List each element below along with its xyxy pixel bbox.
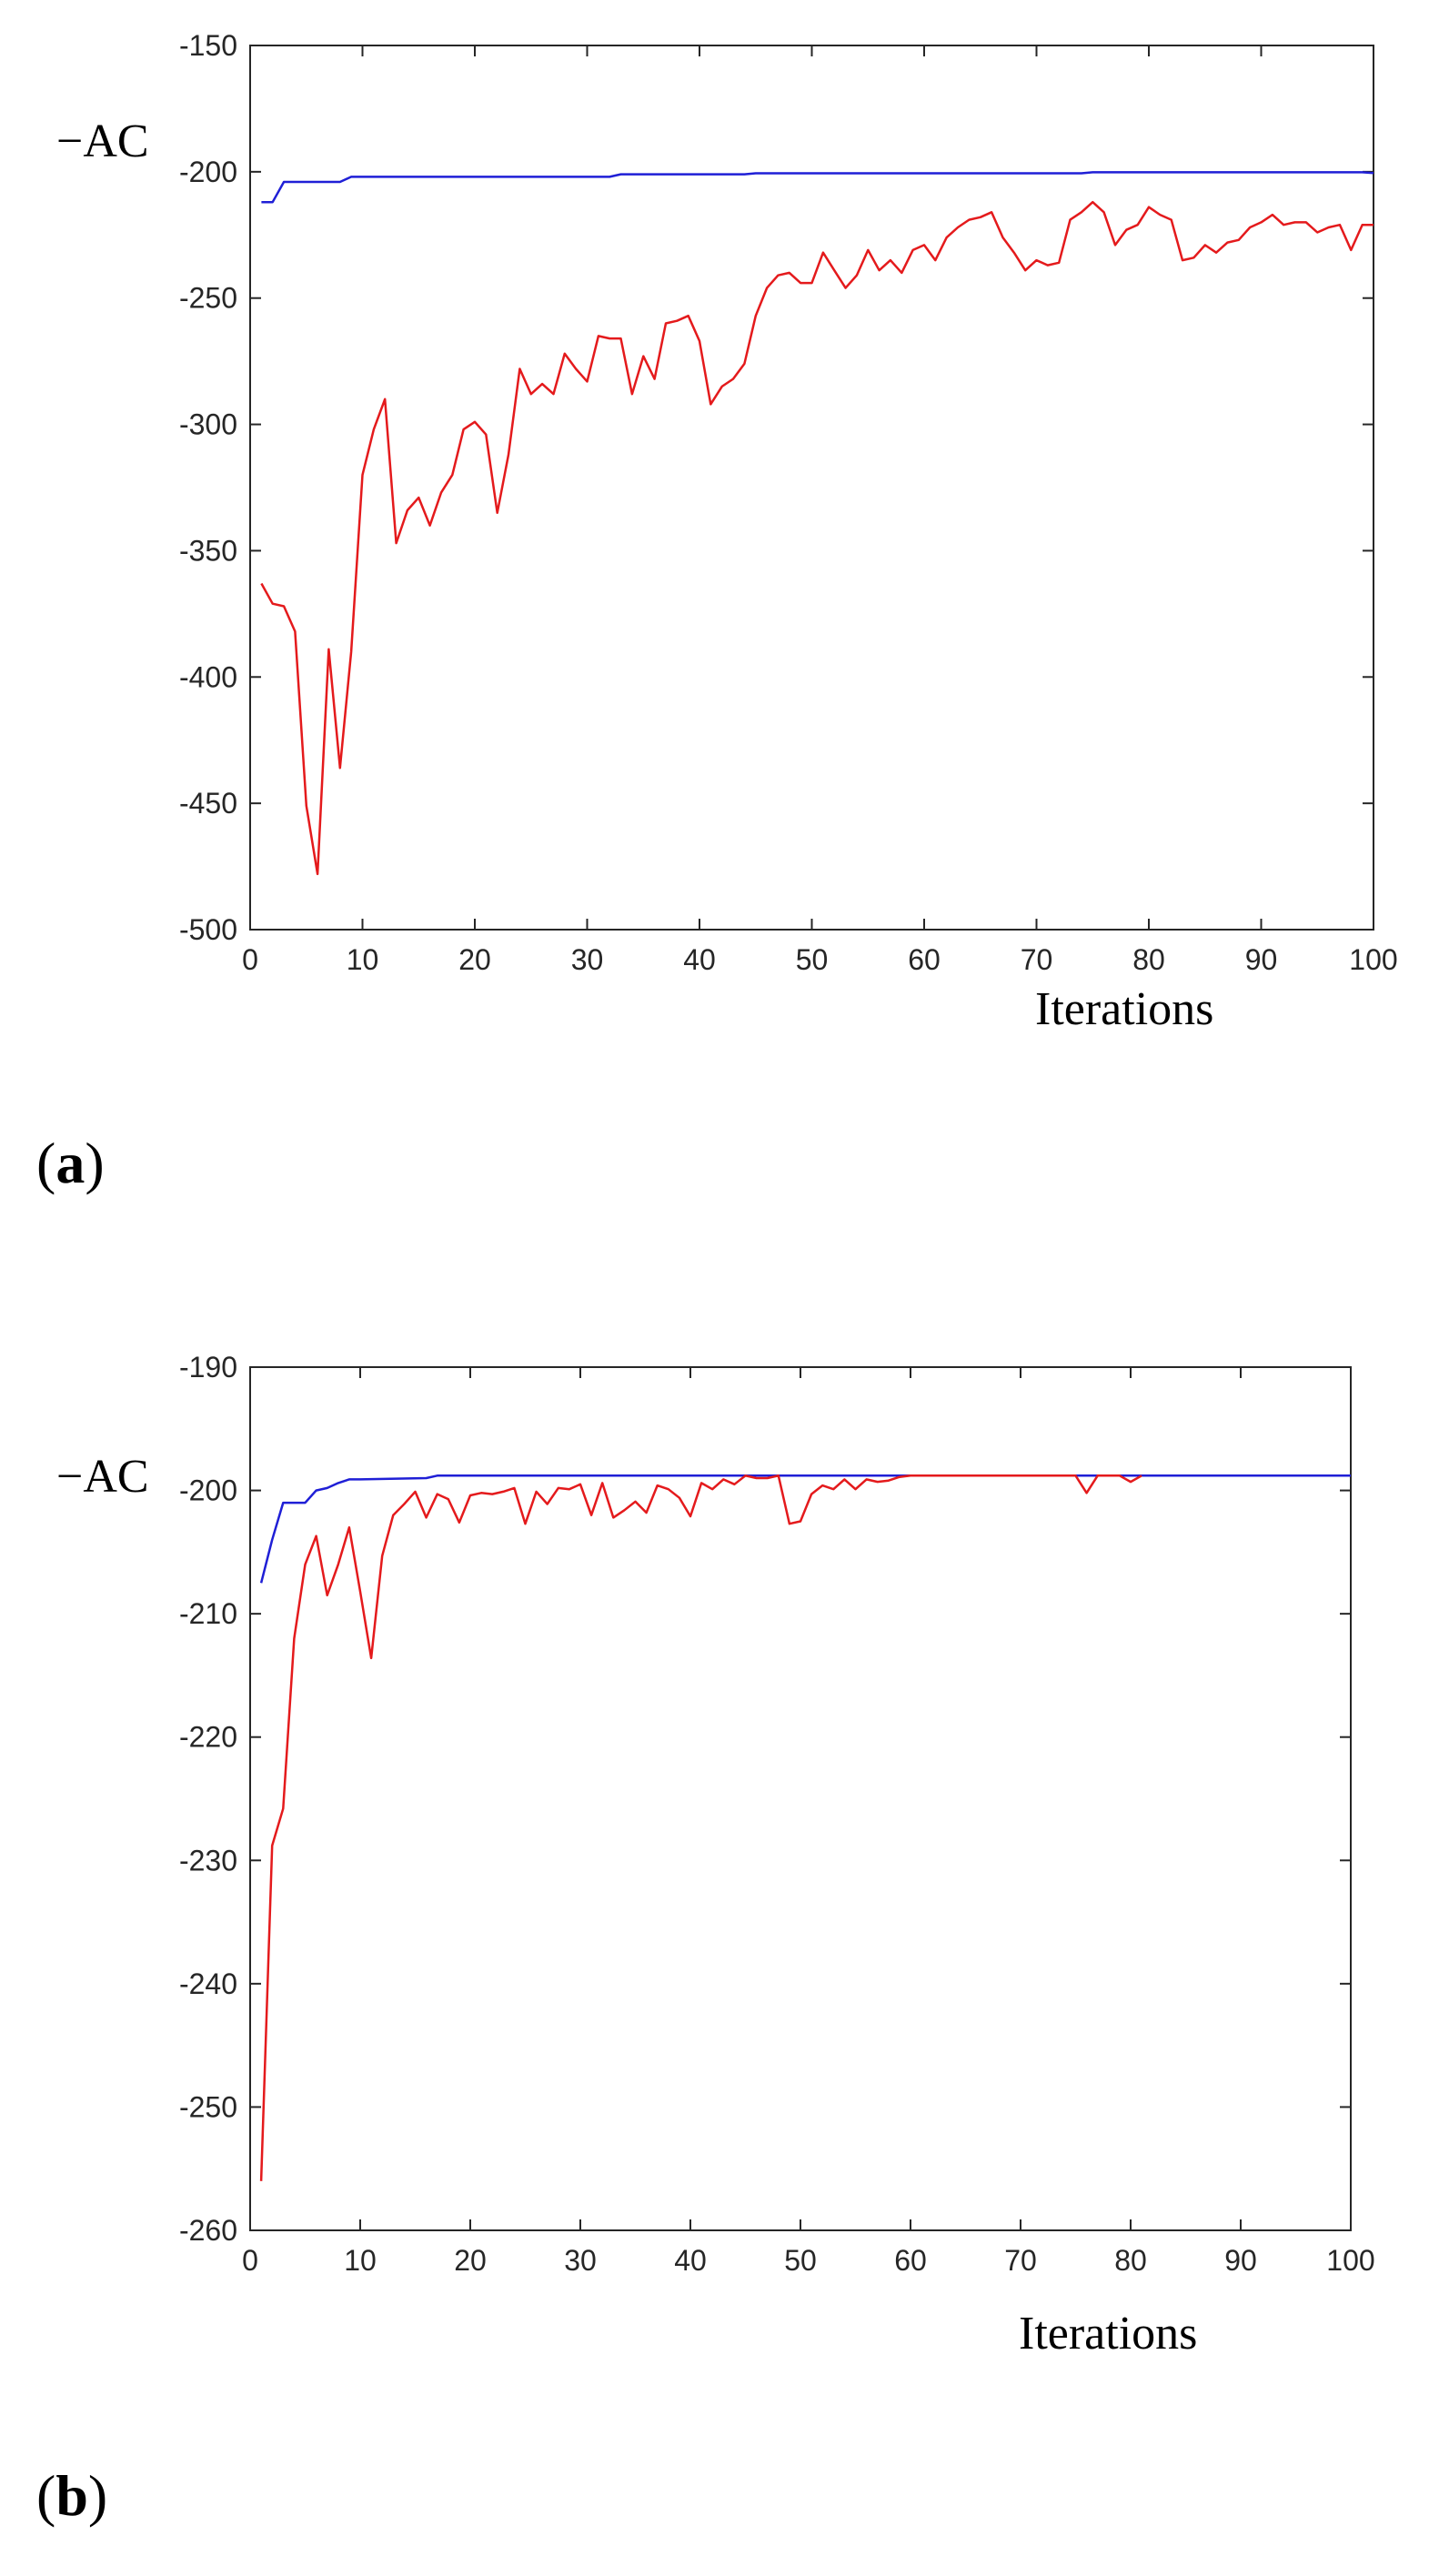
panel-b-label-close: ): [88, 2463, 107, 2528]
panel-b-xtick-label: 40: [674, 2244, 707, 2277]
panel-b-ytick-label: -190: [179, 1351, 237, 1384]
panel-a-label-close: ): [85, 1131, 104, 1195]
panel-b-xtick-label: 80: [1114, 2244, 1147, 2277]
panel-a-xtick-label: 80: [1132, 943, 1165, 976]
panel-b-ytick-label: -240: [179, 1967, 237, 2000]
panel-a-xtick-label: 100: [1349, 943, 1397, 976]
panel-a-plot-frame: [249, 45, 1374, 931]
panel-a-xtick-label: 50: [796, 943, 829, 976]
panel-b-y-ticks: -190 -200 -210 -220 -230 -240 -250 -260: [179, 1351, 1351, 2247]
panel-b-xtick-label: 0: [242, 2244, 258, 2277]
panel-a-x-ticks: 0 10 20 30 40 50 60 70 80 90 100: [242, 45, 1398, 976]
panel-b-xtick-label: 60: [894, 2244, 927, 2277]
panel-b-xtick-label: 100: [1326, 2244, 1374, 2277]
panel-a-ytick-label: -150: [179, 29, 237, 62]
panel-b-ytick-label: -210: [179, 1597, 237, 1630]
panel-a-xtick-label: 0: [242, 943, 258, 976]
panel-b-ytick-label: -200: [179, 1474, 237, 1507]
panel-a-xlabel: Iterations: [1035, 983, 1213, 1035]
panel-a-xtick-label: 10: [347, 943, 379, 976]
panel-b-ytick-label: -230: [179, 1844, 237, 1877]
panel-b-label: (b): [36, 2463, 107, 2528]
panel-b-label-open: (: [36, 2463, 55, 2528]
panel-a-label: (a): [36, 1131, 105, 1195]
panel-a-xtick-label: 70: [1021, 943, 1053, 976]
panel-b-series-line-blue: [259, 1474, 1351, 1584]
panel-a-series-line-blue: [261, 171, 1374, 204]
panel-a-ytick-label: -200: [179, 156, 237, 188]
panel-a-label-open: (: [36, 1131, 55, 1195]
panel-b-xlabel: Iterations: [1019, 2308, 1197, 2360]
panel-a-ytick-label: -250: [179, 282, 237, 315]
panel-b-xtick-label: 70: [1004, 2244, 1037, 2277]
panel-a-chart: -150 -200 -250 -300 -350 -400 -450 -500 0 10 20 30…: [36, 29, 1398, 1195]
panel-b-ytick-label: -250: [179, 2090, 237, 2123]
panel-b-xtick-label: 30: [564, 2244, 597, 2277]
panel-a-ytick-label: -500: [179, 913, 237, 946]
panel-b-ytick-label: -260: [179, 2214, 237, 2247]
panel-a-ylabel: −AC: [56, 116, 149, 167]
panel-a-label-letter: a: [55, 1131, 85, 1195]
panel-b-plot-frame: [249, 1366, 1352, 2231]
panel-a-series: [260, 171, 1374, 876]
panel-b-x-ticks: 0 10 20 30 40 50 60 70 80 90 100: [242, 1367, 1375, 2277]
panel-b-xtick-label: 10: [344, 2244, 377, 2277]
panel-a-ytick-label: -300: [179, 408, 237, 441]
panel-a-xtick-label: 40: [683, 943, 716, 976]
panel-a-xtick-label: 30: [571, 943, 604, 976]
panel-a-xtick-label: 60: [908, 943, 941, 976]
panel-a-ytick-label: -400: [179, 660, 237, 693]
panel-a-y-ticks: -150 -200 -250 -300 -350 -400 -450 -500: [179, 29, 1374, 946]
panel-b-xtick-label: 50: [784, 2244, 817, 2277]
panel-b-series: [259, 1474, 1351, 2181]
panel-b-xtick-label: 90: [1224, 2244, 1257, 2277]
panel-b-xtick-label: 20: [454, 2244, 487, 2277]
panel-b-ytick-label: -220: [179, 1721, 237, 1754]
panel-b-label-letter: b: [55, 2463, 88, 2528]
panel-b-ylabel: −AC: [56, 1451, 149, 1503]
panel-a-xtick-label: 90: [1245, 943, 1278, 976]
panel-b-chart: -190 -200 -210 -220 -230 -240 -250 -260 0 10 20 30…: [36, 1351, 1375, 2528]
panel-a-xtick-label: 20: [458, 943, 491, 976]
panel-b-series-line-red: [259, 1474, 1142, 2181]
panel-a-ytick-label: -350: [179, 534, 237, 567]
panel-a-series-line-red: [260, 200, 1374, 876]
panel-a-ytick-label: -450: [179, 787, 237, 820]
